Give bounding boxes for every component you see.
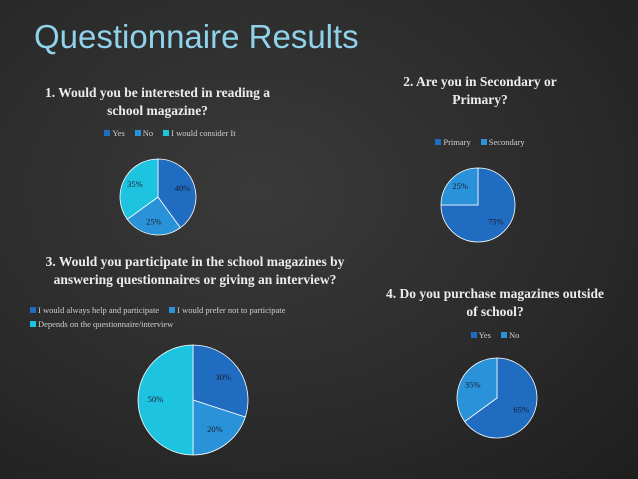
legend-swatch [435, 139, 442, 145]
legend-item: No [134, 128, 154, 138]
legend-swatch [30, 321, 36, 327]
legend: Primary Secondary [380, 137, 580, 147]
legend-label: I would prefer not to participate [177, 305, 286, 315]
legend-label: No [142, 128, 154, 138]
legend-label: I would always help and participate [38, 305, 160, 315]
legend-swatch [104, 130, 111, 136]
chart-title: 3. Would you participate in the school m… [45, 254, 345, 287]
legend-swatch [134, 130, 141, 136]
legend-label: Primary [443, 137, 471, 147]
legend-label: Yes [478, 330, 491, 340]
legend-swatch [30, 307, 36, 313]
legend-item: No [500, 330, 520, 340]
legend: Yes No [395, 330, 595, 340]
data-label: 25% [452, 181, 468, 191]
pie-slice [119, 158, 159, 220]
data-label: 35% [127, 179, 143, 189]
pie-slice [440, 167, 479, 206]
pie-slice [137, 344, 194, 456]
legend-swatch [500, 332, 507, 338]
legend-label: No [508, 330, 520, 340]
legend: I would always help and participate I wou… [30, 305, 360, 329]
pie-slice [157, 158, 197, 229]
data-label: 50% [148, 394, 164, 404]
pie-slice [464, 357, 538, 439]
pie-slice [456, 357, 498, 423]
data-label: 75% [488, 217, 504, 227]
legend-label: Secondary [488, 137, 525, 147]
slide-title: Questionnaire Results [34, 18, 359, 55]
chart-title: 2. Are you in Secondary or Primary? [403, 74, 557, 107]
data-label: 40% [175, 183, 191, 193]
legend-label: Yes [112, 128, 125, 138]
data-label: 20% [207, 424, 223, 434]
legend-label: I would consider It [171, 128, 236, 138]
pie-slice [126, 196, 181, 236]
legend-item: I would always help and participate [30, 305, 159, 315]
legend-item: I would prefer not to participate [169, 305, 285, 315]
legend-item: I would consider It [163, 128, 236, 138]
data-label: 65% [513, 404, 529, 414]
chart-title: 1. Would you be interested in reading a … [44, 85, 271, 118]
legend-label: Depends on the questionnaire/interview [38, 319, 174, 329]
legend-item: Yes [470, 330, 491, 340]
legend: Yes No I would consider It [60, 128, 280, 138]
pie-slice [440, 167, 516, 243]
pie-slice [192, 344, 249, 418]
chart-title: 4. Do you purchase magazines outside of … [385, 286, 605, 319]
legend-item: Yes [104, 128, 125, 138]
legend-item: Primary [435, 137, 471, 147]
legend-swatch [163, 130, 170, 136]
data-label: 30% [215, 372, 231, 382]
legend-swatch [470, 332, 477, 338]
legend-item: Secondary [480, 137, 525, 147]
pie-slice [192, 399, 246, 456]
data-label: 35% [465, 380, 481, 390]
legend-item: Depends on the questionnaire/interview [30, 319, 173, 329]
data-label: 25% [146, 216, 162, 226]
legend-swatch [169, 307, 176, 313]
legend-swatch [480, 139, 487, 145]
